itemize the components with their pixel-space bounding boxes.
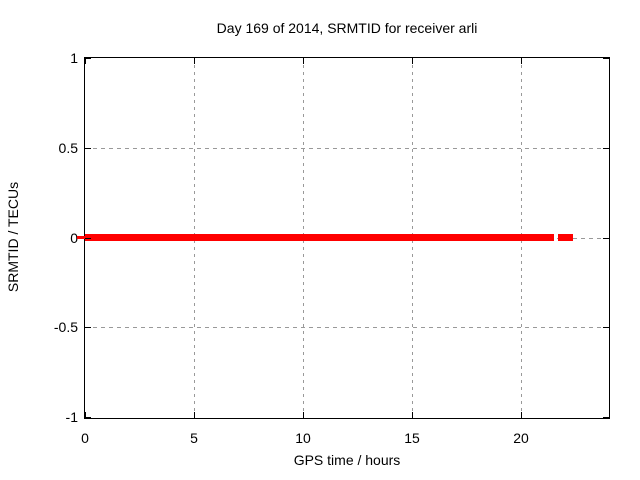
y-tick-mark-right xyxy=(603,238,609,239)
x-tick-mark-top xyxy=(412,58,413,64)
x-tick-label: 5 xyxy=(190,430,198,446)
y-tick-mark-right xyxy=(603,417,609,418)
x-tick-mark-bottom xyxy=(85,412,86,418)
x-tick-mark-top xyxy=(303,58,304,64)
chart-title: Day 169 of 2014, SRMTID for receiver arl… xyxy=(216,20,478,36)
x-tick-label: 15 xyxy=(404,430,420,446)
y-tick-mark-left xyxy=(85,417,91,418)
x-tick-mark-bottom xyxy=(521,412,522,418)
x-tick-mark-top xyxy=(521,58,522,64)
x-axis-label: GPS time / hours xyxy=(293,452,401,468)
data-series-segment xyxy=(85,234,554,241)
x-tick-label: 10 xyxy=(295,430,311,446)
x-tick-mark-bottom xyxy=(303,412,304,418)
x-tick-label: 20 xyxy=(513,430,529,446)
x-tick-mark-top xyxy=(194,58,195,64)
y-tick-label: 0.5 xyxy=(58,140,78,156)
gridline-y-0.5 xyxy=(85,148,609,149)
y-tick-mark-right xyxy=(603,327,609,328)
y-tick-label: -0.5 xyxy=(53,319,78,335)
y-tick-mark-left xyxy=(85,238,91,239)
y-tick-mark-left xyxy=(85,148,91,149)
x-tick-mark-bottom xyxy=(194,412,195,418)
y-tick-mark-right xyxy=(603,58,609,59)
gridline-y--0.5 xyxy=(85,327,609,328)
y-tick-label: 0 xyxy=(70,230,78,246)
y-tick-label: 1 xyxy=(70,50,78,66)
x-tick-mark-top xyxy=(85,58,86,64)
y-tick-mark-left xyxy=(85,327,91,328)
y-tick-mark-right xyxy=(603,148,609,149)
plot-area xyxy=(84,57,610,419)
y-tick-label: -1 xyxy=(65,409,78,425)
data-series-segment xyxy=(558,234,573,241)
x-tick-mark-bottom xyxy=(412,412,413,418)
x-tick-label: 0 xyxy=(81,430,89,446)
y-tick-mark-left xyxy=(85,58,91,59)
data-series-left-overhang xyxy=(77,236,85,239)
y-axis-label: SRMTID / TECUs xyxy=(5,181,21,293)
